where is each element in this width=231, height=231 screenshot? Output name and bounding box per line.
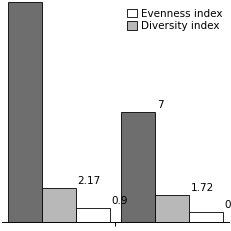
Bar — [189, 212, 223, 222]
Text: 7: 7 — [157, 100, 164, 110]
Text: 1.72: 1.72 — [191, 183, 214, 193]
Bar — [155, 195, 189, 222]
Text: 0.9: 0.9 — [112, 196, 128, 206]
Text: 2.17: 2.17 — [78, 176, 101, 186]
Legend: Evenness index, Diversity index: Evenness index, Diversity index — [126, 8, 223, 32]
Text: 0: 0 — [225, 200, 231, 210]
Bar — [76, 208, 110, 222]
Bar — [8, 2, 42, 222]
Bar — [121, 112, 155, 222]
Bar — [42, 188, 76, 222]
